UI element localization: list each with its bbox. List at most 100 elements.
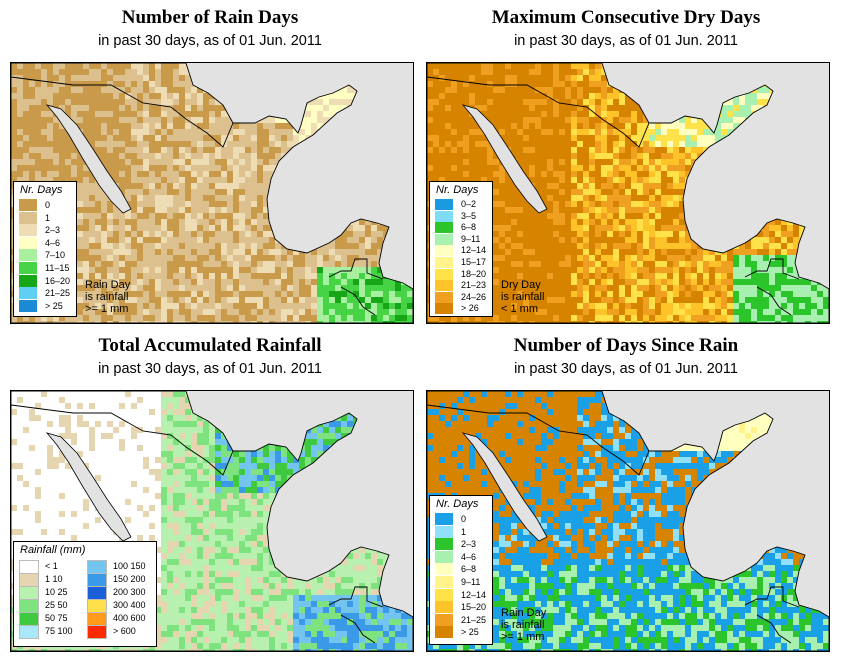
central-america-borders <box>744 258 800 316</box>
legend-swatch <box>435 268 453 280</box>
legend-item: 18–20 <box>430 268 492 281</box>
legend-swatch <box>435 563 453 576</box>
legend-label: 3–5 <box>461 210 477 221</box>
legend-item: 1 10 <box>14 573 80 587</box>
legend-title: Nr. Days <box>20 184 63 196</box>
legend-label: > 600 <box>113 626 136 636</box>
legend-item: 3–5 <box>430 210 492 223</box>
legend-swatch <box>87 625 107 639</box>
legend-label: 11–15 <box>45 262 70 273</box>
legend-label: 100 150 <box>113 561 146 571</box>
legend-swatch <box>435 575 453 588</box>
us-mexico-border <box>11 76 234 148</box>
legend-label: 15–17 <box>461 256 487 267</box>
rainfall-legend: Rainfall (mm) < 1 1 10 10 25 25 50 50 75 75 1… <box>13 541 157 647</box>
days-since-rain-legend: Nr. Days 0 1 2–3 4–6 6–8 9–11 12–14 15–20 21–25 >… <box>429 495 493 645</box>
panel-title: Total Accumulated Rainfall <box>98 335 322 356</box>
legend-label: 200 300 <box>113 587 146 597</box>
legend-label: 12–14 <box>461 589 487 600</box>
legend-swatch <box>87 599 107 613</box>
legend-label: > 25 <box>45 300 63 311</box>
legend-item: 12–14 <box>430 245 492 257</box>
legend-swatch <box>19 224 37 237</box>
legend-item: > 26 <box>430 303 492 315</box>
legend-swatch <box>435 550 453 563</box>
rain-day-definition-note: Rain Day is rainfall >= 1 mm <box>85 279 131 315</box>
legend-label: 300 400 <box>113 600 146 610</box>
legend-item: > 25 <box>14 299 76 313</box>
legend-label: 1 <box>461 526 467 537</box>
gulf-of-california <box>461 432 548 542</box>
central-america-borders <box>328 586 384 644</box>
legend-label: 150 200 <box>113 574 146 584</box>
legend-swatch <box>435 233 453 245</box>
panel-subtitle: in past 30 days, as of 01 Jun. 2011 <box>514 361 738 377</box>
legend-swatch <box>19 625 39 639</box>
legend-item: 6–8 <box>430 222 492 234</box>
legend-item: 21–25 <box>430 613 492 627</box>
legend-label: 9–11 <box>461 576 481 587</box>
legend-label: 21–25 <box>461 614 487 625</box>
legend-item: 2–3 <box>430 538 492 551</box>
legend-label: 25 50 <box>45 600 68 610</box>
legend-label: 10 25 <box>45 587 68 597</box>
legend-item: 9–11 <box>430 233 492 246</box>
panel-days-since-rain: Number of Days Since Rain in past 30 day… <box>418 334 834 654</box>
legend-swatch <box>435 291 453 303</box>
legend-label: 4–6 <box>461 551 477 562</box>
panel-title: Maximum Consecutive Dry Days <box>491 7 761 28</box>
legend-item: 4–6 <box>430 550 492 564</box>
legend-item: 6–8 <box>430 563 492 576</box>
rain-days-legend: Nr. Days 0 1 2–3 4–6 7–10 11–15 16–20 21–25 > 25 <box>13 181 77 317</box>
legend-label: 50 75 <box>45 613 68 623</box>
legend-label: 1 <box>45 212 51 223</box>
us-mexico-border <box>427 404 650 476</box>
panel-max-dry-days: Maximum Consecutive Dry Days in past 30 … <box>418 6 834 326</box>
legend-swatch <box>19 299 37 312</box>
us-mexico-border <box>11 404 234 476</box>
coastline <box>11 63 413 323</box>
legend-label: > 25 <box>461 627 479 638</box>
legend-item: 200 300 <box>82 586 148 600</box>
central-america-borders <box>328 258 384 316</box>
gulf-of-california <box>45 432 132 542</box>
legend-item: 400 600 <box>82 612 148 626</box>
legend-label: 75 100 <box>45 626 73 636</box>
legend-item: 1 <box>430 525 492 539</box>
gulf-of-california <box>461 104 548 214</box>
legend-item: 11–15 <box>14 261 76 275</box>
legend-swatch <box>19 599 39 613</box>
legend-item: 21–23 <box>430 280 492 292</box>
legend-swatch <box>19 199 37 211</box>
panel-subtitle: in past 30 days, as of 01 Jun. 2011 <box>98 33 322 49</box>
us-mexico-border <box>427 76 650 148</box>
legend-swatch <box>19 586 39 600</box>
legend-label: 6–8 <box>461 222 477 233</box>
panel-subtitle: in past 30 days, as of 01 Jun. 2011 <box>514 33 738 49</box>
legend-label: 24–26 <box>461 291 487 302</box>
coastline <box>427 63 829 323</box>
legend-title: Rainfall (mm) <box>20 544 86 556</box>
legend-item: 0–2 <box>430 199 492 211</box>
legend-label: 9–11 <box>461 233 481 244</box>
legend-item: 2–3 <box>14 224 76 237</box>
legend-swatch <box>435 626 453 639</box>
days-since-rain-map: Nr. Days 0 1 2–3 4–6 6–8 9–11 12–14 15–20 21–25 >… <box>426 390 830 652</box>
legend-item: 10 25 <box>14 586 80 600</box>
legend-label: 12–14 <box>461 245 487 256</box>
legend-label: 0 <box>461 514 467 524</box>
legend-swatch <box>435 222 453 234</box>
legend-swatch <box>435 280 453 292</box>
legend-swatch <box>435 303 453 315</box>
legend-label: 0–2 <box>461 199 477 209</box>
rain-day-definition-note: Rain Day is rainfall >= 1 mm <box>501 607 547 643</box>
legend-item: > 600 <box>82 625 148 639</box>
legend-swatch <box>19 560 39 574</box>
legend-label: 16–20 <box>45 275 71 286</box>
total-rainfall-map: Rainfall (mm) < 1 1 10 10 25 25 50 50 75 75 1… <box>10 390 414 652</box>
legend-swatch <box>87 573 107 587</box>
legend-item: 16–20 <box>14 274 76 288</box>
legend-swatch <box>87 612 107 626</box>
legend-item: 50 75 <box>14 612 80 626</box>
legend-item: 0 <box>14 199 76 212</box>
